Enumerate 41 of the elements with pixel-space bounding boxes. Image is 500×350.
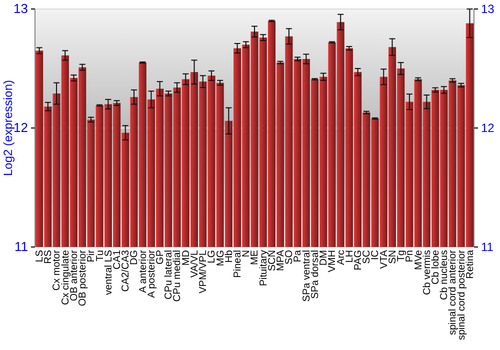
y2-tick-label: 12 — [481, 120, 495, 135]
y-tick-label: 12 — [14, 120, 28, 136]
x-tick-label: VMH — [327, 250, 338, 272]
x-tick-label: Tu — [94, 250, 106, 262]
x-tick-label: LH — [344, 250, 356, 263]
x-tick-label: OB posterior — [78, 249, 89, 306]
x-tick-label: Retina — [464, 250, 476, 279]
x-tick-label: SPa dorsal — [310, 250, 321, 299]
x-tick-label: Cx cingulate — [60, 250, 72, 306]
x-tick-label: A posterior — [146, 249, 158, 298]
x-tick-label: MVe — [413, 250, 424, 270]
x-tick-label: SCN — [266, 250, 278, 272]
x-tick-label: Hb — [224, 250, 235, 263]
y2-tick-label: 13 — [481, 2, 495, 16]
y2-tick-label: 11 — [481, 240, 494, 254]
x-tick-label: SN — [387, 250, 398, 264]
x-tick-label: A anterior — [138, 249, 149, 293]
x-tick-label: LG — [206, 250, 218, 264]
x-tick-label: DG — [129, 250, 140, 265]
x-tick-label: Pituitary — [258, 250, 270, 286]
x-tick-label: spinal cord posterior — [456, 249, 468, 340]
y-tick-label: 11 — [14, 239, 28, 254]
x-tick-label: CA1 — [112, 250, 123, 270]
x-tick-label: Arc — [336, 250, 347, 265]
x-tick-label: CPu medial — [172, 250, 184, 302]
x-tick-label: Pir — [86, 249, 98, 262]
x-tick-label: Pa — [292, 250, 304, 262]
y-axis-title: Log2 (expression) — [1, 80, 15, 176]
x-tick-label: Tg — [396, 250, 408, 262]
x-tick-label: VTA — [378, 250, 390, 269]
x-tick-label: OB anterior — [68, 249, 80, 302]
y-tick-label: 13 — [14, 1, 28, 16]
x-tick-label: Pn — [404, 250, 416, 262]
x-tick-label: ME — [250, 250, 261, 265]
x-tick-label: IC — [370, 250, 382, 260]
x-tick-label: ventral LS — [103, 250, 114, 296]
x-tick-label: RS — [43, 250, 54, 264]
x-tick-label: PAG — [352, 250, 364, 270]
x-tick-label: Cb lobe — [430, 250, 442, 284]
x-tick-label: spinal cord anterior — [448, 249, 459, 336]
x-tick-label: Pineal — [232, 250, 244, 278]
